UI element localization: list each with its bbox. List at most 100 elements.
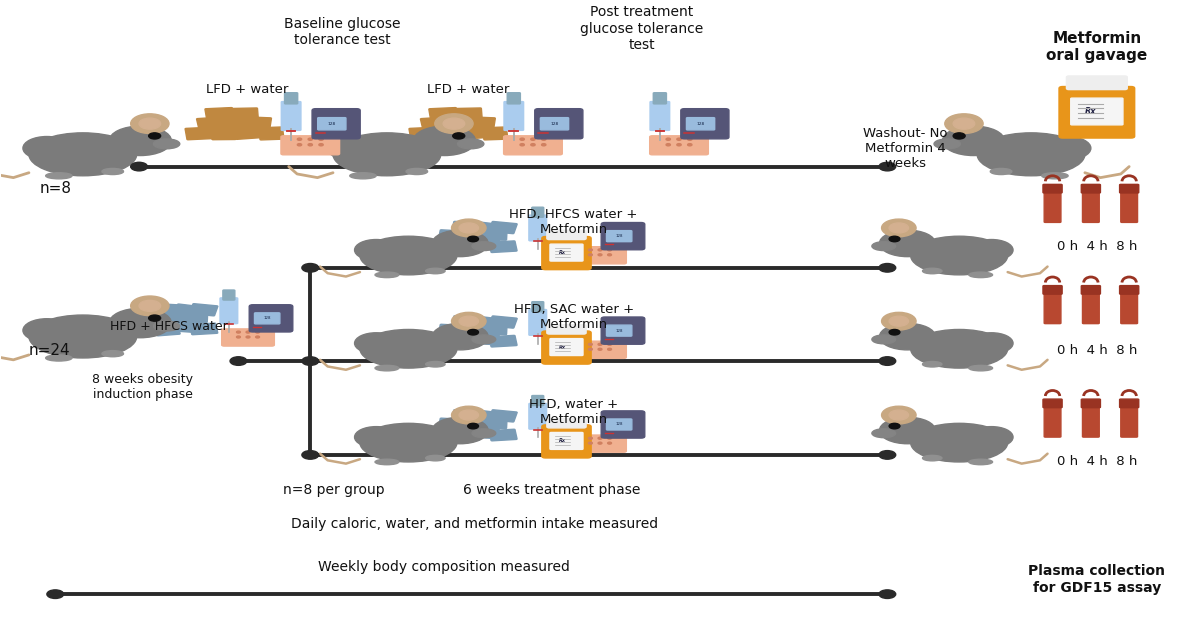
Ellipse shape	[872, 429, 895, 438]
Ellipse shape	[911, 423, 1008, 462]
Circle shape	[607, 442, 612, 444]
Circle shape	[607, 343, 612, 346]
Text: 128: 128	[616, 234, 623, 238]
FancyBboxPatch shape	[532, 208, 544, 217]
Text: Rx: Rx	[1085, 107, 1097, 116]
Ellipse shape	[880, 418, 936, 444]
Text: n=8 per group: n=8 per group	[283, 483, 385, 497]
Ellipse shape	[432, 230, 488, 257]
Ellipse shape	[376, 459, 398, 465]
Circle shape	[139, 118, 161, 129]
Circle shape	[598, 442, 602, 444]
Circle shape	[598, 254, 602, 256]
FancyBboxPatch shape	[454, 431, 480, 442]
FancyBboxPatch shape	[457, 127, 486, 139]
FancyBboxPatch shape	[574, 341, 626, 358]
FancyBboxPatch shape	[1043, 399, 1062, 408]
FancyBboxPatch shape	[1121, 192, 1138, 222]
Text: Plasma collection
for GDF15 assay: Plasma collection for GDF15 assay	[1028, 564, 1165, 594]
Ellipse shape	[977, 133, 1085, 176]
Circle shape	[688, 144, 692, 146]
FancyBboxPatch shape	[473, 426, 499, 439]
Text: 128: 128	[328, 122, 336, 126]
FancyBboxPatch shape	[482, 127, 508, 140]
FancyBboxPatch shape	[1120, 184, 1139, 193]
Ellipse shape	[872, 335, 895, 344]
Text: 128: 128	[696, 122, 704, 126]
Circle shape	[588, 438, 593, 439]
Circle shape	[47, 590, 64, 599]
FancyBboxPatch shape	[220, 298, 238, 324]
FancyBboxPatch shape	[490, 241, 517, 252]
FancyBboxPatch shape	[574, 247, 626, 264]
FancyBboxPatch shape	[1043, 286, 1062, 294]
Ellipse shape	[23, 136, 71, 160]
FancyBboxPatch shape	[653, 92, 666, 104]
FancyBboxPatch shape	[281, 136, 340, 155]
Ellipse shape	[880, 323, 936, 350]
FancyBboxPatch shape	[452, 221, 478, 232]
Circle shape	[889, 329, 900, 335]
Text: LFD + water: LFD + water	[205, 83, 288, 96]
FancyBboxPatch shape	[601, 317, 644, 344]
Ellipse shape	[911, 329, 1008, 368]
FancyBboxPatch shape	[234, 127, 262, 139]
FancyBboxPatch shape	[430, 428, 461, 441]
Circle shape	[607, 249, 612, 251]
FancyBboxPatch shape	[529, 309, 547, 335]
Circle shape	[889, 410, 908, 420]
Text: Baseline glucose
tolerance test: Baseline glucose tolerance test	[284, 16, 401, 47]
FancyBboxPatch shape	[650, 101, 670, 131]
Ellipse shape	[911, 236, 1008, 275]
Circle shape	[131, 296, 169, 316]
Circle shape	[882, 219, 916, 237]
FancyBboxPatch shape	[420, 117, 449, 130]
Circle shape	[607, 348, 612, 350]
Circle shape	[302, 264, 319, 272]
FancyBboxPatch shape	[1120, 399, 1139, 408]
FancyBboxPatch shape	[488, 410, 517, 422]
Ellipse shape	[923, 456, 942, 461]
Ellipse shape	[360, 423, 457, 462]
Circle shape	[889, 223, 908, 233]
FancyBboxPatch shape	[469, 117, 496, 130]
FancyBboxPatch shape	[1120, 286, 1139, 294]
Circle shape	[878, 162, 895, 171]
Ellipse shape	[23, 319, 71, 342]
Circle shape	[889, 236, 900, 242]
FancyBboxPatch shape	[452, 410, 478, 420]
FancyBboxPatch shape	[601, 222, 644, 250]
FancyBboxPatch shape	[190, 323, 217, 335]
Ellipse shape	[968, 366, 992, 371]
FancyBboxPatch shape	[211, 127, 236, 140]
Text: HFD, HFCS water +
Metformin: HFD, HFCS water + Metformin	[510, 208, 638, 236]
Text: Post treatment
glucose tolerance
test: Post treatment glucose tolerance test	[581, 6, 703, 52]
FancyBboxPatch shape	[222, 329, 275, 346]
Text: n=24: n=24	[29, 343, 70, 358]
FancyBboxPatch shape	[484, 323, 508, 334]
Circle shape	[677, 138, 682, 141]
Circle shape	[468, 423, 479, 429]
Circle shape	[298, 138, 301, 141]
FancyBboxPatch shape	[504, 136, 563, 155]
Text: 6 weeks treatment phase: 6 weeks treatment phase	[463, 483, 641, 497]
FancyBboxPatch shape	[284, 92, 298, 104]
FancyBboxPatch shape	[1070, 98, 1123, 125]
FancyBboxPatch shape	[162, 314, 187, 326]
FancyBboxPatch shape	[547, 230, 586, 239]
Text: Rx: Rx	[559, 250, 566, 255]
FancyBboxPatch shape	[430, 239, 461, 252]
FancyBboxPatch shape	[508, 92, 521, 104]
FancyBboxPatch shape	[430, 334, 461, 346]
FancyBboxPatch shape	[462, 232, 487, 243]
FancyBboxPatch shape	[1121, 293, 1138, 324]
Ellipse shape	[46, 173, 72, 179]
Circle shape	[541, 138, 546, 141]
FancyBboxPatch shape	[438, 230, 468, 242]
Circle shape	[588, 442, 593, 444]
Circle shape	[530, 144, 535, 146]
Circle shape	[953, 118, 974, 129]
Ellipse shape	[46, 355, 72, 361]
Ellipse shape	[472, 429, 496, 438]
Ellipse shape	[472, 242, 496, 251]
